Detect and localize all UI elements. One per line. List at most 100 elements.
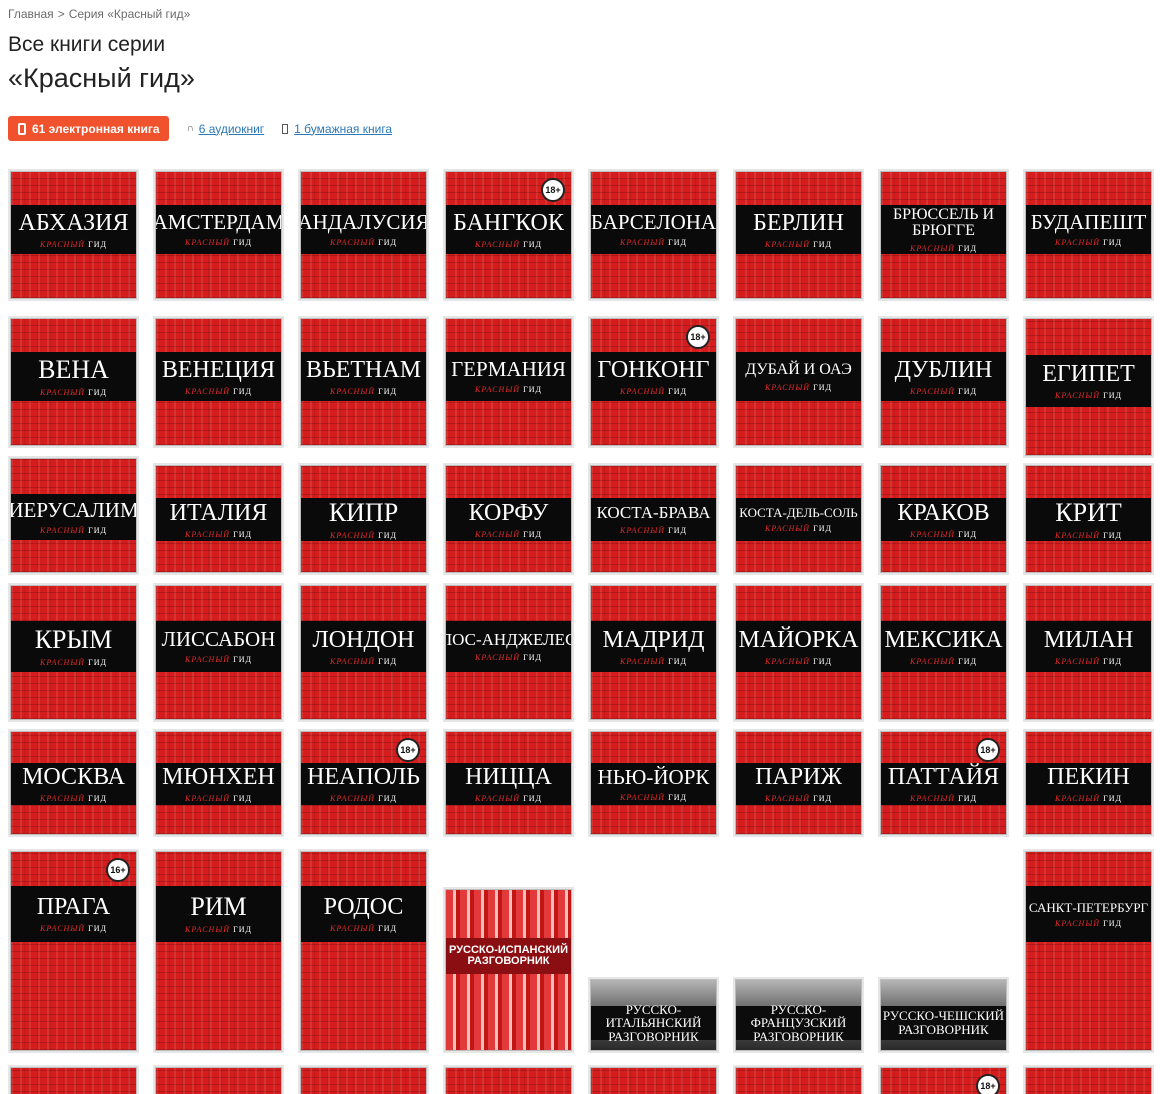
cover-title: БРЮССЕЛЬ И БРЮГГЕ: [892, 205, 995, 239]
book-cover-паттайя[interactable]: ПАТТАЙЯ КРАСНЫЙ ГИД 18+: [880, 731, 1007, 835]
book-cover-германия[interactable]: ГЕРМАНИЯ КРАСНЫЙ ГИД: [445, 318, 572, 446]
book-cover-item-49[interactable]: [10, 1067, 137, 1094]
cover-series-label-red: КРАСНЫЙ: [330, 794, 376, 803]
book-cover-амстердам[interactable]: АМСТЕРДАМ КРАСНЫЙ ГИД: [155, 171, 282, 299]
cover-title: КРИТ: [1055, 497, 1122, 527]
book-cover-мадрид[interactable]: МАДРИД КРАСНЫЙ ГИД: [590, 585, 717, 720]
page-title-line1: Все книги серии: [8, 33, 166, 56]
cover-title: БАРСЕЛОНА: [590, 210, 717, 234]
book-cover-дубай-и-оаэ[interactable]: ДУБАЙ И ОАЭ КРАСНЫЙ ГИД: [735, 318, 862, 446]
audiobooks-filter-label[interactable]: 6 аудиокниг: [198, 121, 265, 136]
book-cover-краков[interactable]: КРАКОВ КРАСНЫЙ ГИД: [880, 465, 1007, 573]
book-cover-пекин[interactable]: ПЕКИН КРАСНЫЙ ГИД: [1025, 731, 1152, 835]
cover-series-label-white: ГИД: [520, 239, 542, 249]
cover-series-label-white: ГИД: [955, 656, 977, 666]
book-cover-русско-французский-разговорник[interactable]: РУССКО-ФРАНЦУЗСКИЙ РАЗГОВОРНИК: [735, 979, 862, 1051]
book-cover-санкт-петербург[interactable]: САНКТ-ПЕТЕРБУРГ КРАСНЫЙ ГИД: [1025, 851, 1152, 1051]
cover-series-label: КРАСНЫЙ ГИД: [40, 794, 107, 803]
audiobooks-filter-link[interactable]: ∩ 6 аудиокниг: [187, 122, 265, 136]
book-cover-берлин[interactable]: БЕРЛИН КРАСНЫЙ ГИД: [735, 171, 862, 299]
book-cover-мюнхен[interactable]: МЮНХЕН КРАСНЫЙ ГИД: [155, 731, 282, 835]
cover-series-label: КРАСНЫЙ ГИД: [330, 238, 397, 247]
book-cover-гонконг[interactable]: ГОНКОНГ КРАСНЫЙ ГИД 18+: [590, 318, 717, 446]
book-cover-коста-брава[interactable]: КОСТА-БРАВА КРАСНЫЙ ГИД: [590, 465, 717, 573]
book-cover-лиссабон[interactable]: ЛИССАБОН КРАСНЫЙ ГИД: [155, 585, 282, 720]
cover-title: ГЕРМАНИЯ: [451, 357, 566, 381]
book-cover-рим[interactable]: РИМ КРАСНЫЙ ГИД: [155, 851, 282, 1051]
book-cover-крым[interactable]: КРЫМ КРАСНЫЙ ГИД: [10, 585, 137, 720]
cover-series-label: КРАСНЫЙ ГИД: [185, 655, 252, 664]
book-cover-item-55[interactable]: 18+: [880, 1067, 1007, 1094]
paper-books-filter-link[interactable]: 1 бумажная книга: [282, 122, 392, 136]
book-cover-item-54[interactable]: [735, 1067, 862, 1094]
book-cover-корфу[interactable]: КОРФУ КРАСНЫЙ ГИД: [445, 465, 572, 573]
book-icon: [282, 123, 289, 134]
cover-title-band: ПАРИЖ КРАСНЫЙ ГИД: [736, 763, 861, 805]
book-cover-item-52[interactable]: [445, 1067, 572, 1094]
cover-series-label-white: ГИД: [230, 655, 252, 664]
cover-series-label-white: ГИД: [230, 925, 252, 934]
book-cover-венеция[interactable]: ВЕНЕЦИЯ КРАСНЫЙ ГИД: [155, 318, 282, 446]
cover-title-band: ДУБЛИН КРАСНЫЙ ГИД: [881, 352, 1006, 401]
book-cover-прага[interactable]: ПРАГА КРАСНЫЙ ГИД 16+: [10, 851, 137, 1051]
book-cover-русско-испанский-разговорник[interactable]: РУССКО-ИСПАНСКИЙ РАЗГОВОРНИК: [445, 889, 572, 1051]
cover-title-band: БЕРЛИН КРАСНЫЙ ГИД: [736, 205, 861, 254]
cover-title: МЮНХЕН: [162, 764, 275, 790]
cover-title-band: БРЮССЕЛЬ И БРЮГГЕ КРАСНЫЙ ГИД: [881, 205, 1006, 254]
cover-series-label-white: ГИД: [85, 657, 107, 667]
cover-series-label-white: ГИД: [375, 530, 397, 540]
book-cover-милан[interactable]: МИЛАН КРАСНЫЙ ГИД: [1025, 585, 1152, 720]
cover-series-label-red: КРАСНЫЙ: [1055, 656, 1101, 666]
book-cover-коста-дель-соль[interactable]: КОСТА-ДЕЛЬ-СОЛЬ КРАСНЫЙ ГИД: [735, 465, 862, 573]
ebooks-filter-button[interactable]: 61 электронная книга: [8, 116, 169, 141]
book-cover-майорка[interactable]: МАЙОРКА КРАСНЫЙ ГИД: [735, 585, 862, 720]
paper-books-filter-label[interactable]: 1 бумажная книга: [294, 121, 393, 136]
cover-series-label-red: КРАСНЫЙ: [185, 529, 231, 539]
cover-title-band: КРАКОВ КРАСНЫЙ ГИД: [881, 498, 1006, 541]
cover-title-band: МИЛАН КРАСНЫЙ ГИД: [1026, 621, 1151, 672]
book-cover-абхазия[interactable]: АБХАЗИЯ КРАСНЫЙ ГИД: [10, 171, 137, 299]
cover-series-label: КРАСНЫЙ ГИД: [330, 794, 397, 803]
book-cover-родос[interactable]: РОДОС КРАСНЫЙ ГИД: [300, 851, 427, 1051]
book-cover-неаполь[interactable]: НЕАПОЛЬ КРАСНЫЙ ГИД 18+: [300, 731, 427, 835]
book-cover-ницца[interactable]: НИЦЦА КРАСНЫЙ ГИД: [445, 731, 572, 835]
cover-title-band: ГЕРМАНИЯ КРАСНЫЙ ГИД: [446, 352, 571, 401]
book-cover-москва[interactable]: МОСКВА КРАСНЫЙ ГИД: [10, 731, 137, 835]
cover-title: МАДРИД: [602, 626, 705, 653]
book-cover-иерусалим[interactable]: ИЕРУСАЛИМ КРАСНЫЙ ГИД: [10, 458, 137, 573]
book-cover-вьетнам[interactable]: ВЬЕТНАМ КРАСНЫЙ ГИД: [300, 318, 427, 446]
breadcrumb-home-link[interactable]: Главная: [8, 7, 54, 21]
book-cover-крит[interactable]: КРИТ КРАСНЫЙ ГИД: [1025, 465, 1152, 573]
cover-title-band: РУССКО-ЧЕШСКИЙ РАЗГОВОРНИК: [881, 1006, 1006, 1040]
book-cover-барселона[interactable]: БАРСЕЛОНА КРАСНЫЙ ГИД: [590, 171, 717, 299]
book-cover-бангкок[interactable]: БАНГКОК КРАСНЫЙ ГИД 18+: [445, 171, 572, 299]
book-cover-вена[interactable]: ВЕНА КРАСНЫЙ ГИД: [10, 318, 137, 446]
cover-series-label-red: КРАСНЫЙ: [1055, 530, 1101, 540]
cover-series-label: КРАСНЫЙ ГИД: [330, 657, 397, 666]
cover-title-band: ИТАЛИЯ КРАСНЫЙ ГИД: [156, 498, 281, 541]
book-cover-брюссель-и-брюгге[interactable]: БРЮССЕЛЬ И БРЮГГЕ КРАСНЫЙ ГИД: [880, 171, 1007, 299]
book-cover-лондон[interactable]: ЛОНДОН КРАСНЫЙ ГИД: [300, 585, 427, 720]
cover-series-label-red: КРАСНЫЙ: [185, 794, 231, 803]
book-cover-нью-йорк[interactable]: НЬЮ-ЙОРК КРАСНЫЙ ГИД: [590, 731, 717, 835]
cover-title-band: ПРАГА КРАСНЫЙ ГИД: [11, 886, 136, 942]
book-cover-италия[interactable]: ИТАЛИЯ КРАСНЫЙ ГИД: [155, 465, 282, 573]
cover-series-label-red: КРАСНЫЙ: [910, 529, 956, 539]
book-cover-мексика[interactable]: МЕКСИКА КРАСНЫЙ ГИД: [880, 585, 1007, 720]
book-cover-египет[interactable]: ЕГИПЕТ КРАСНЫЙ ГИД: [1025, 318, 1152, 456]
book-cover-дублин[interactable]: ДУБЛИН КРАСНЫЙ ГИД: [880, 318, 1007, 446]
book-cover-кипр[interactable]: КИПР КРАСНЫЙ ГИД: [300, 465, 427, 573]
book-cover-русско-итальянский-разговорник[interactable]: РУССКО-ИТАЛЬЯНСКИЙ РАЗГОВОРНИК: [590, 979, 717, 1051]
book-cover-item-53[interactable]: [590, 1067, 717, 1094]
book-cover-будапешт[interactable]: БУДАПЕШТ КРАСНЫЙ ГИД: [1025, 171, 1152, 299]
cover-series-label-red: КРАСНЫЙ: [475, 529, 521, 539]
book-cover-андалусия[interactable]: АНДАЛУСИЯ КРАСНЫЙ ГИД: [300, 171, 427, 299]
book-cover-item-56[interactable]: [1025, 1067, 1152, 1094]
cover-series-label: КРАСНЫЙ ГИД: [620, 238, 687, 247]
book-cover-item-50[interactable]: [155, 1067, 282, 1094]
cover-series-label-white: ГИД: [520, 529, 542, 539]
book-cover-item-51[interactable]: [300, 1067, 427, 1094]
book-cover-русско-чешский-разговорник[interactable]: РУССКО-ЧЕШСКИЙ РАЗГОВОРНИК: [880, 979, 1007, 1051]
book-cover-лос-анджелес[interactable]: ЛОС-АНДЖЕЛЕС КРАСНЫЙ ГИД: [445, 585, 572, 720]
book-cover-париж[interactable]: ПАРИЖ КРАСНЫЙ ГИД: [735, 731, 862, 835]
